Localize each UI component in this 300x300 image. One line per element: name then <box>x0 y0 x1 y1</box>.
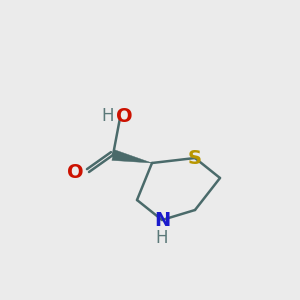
Text: S: S <box>188 148 202 167</box>
Text: O: O <box>116 106 132 125</box>
Text: H: H <box>102 107 114 125</box>
Text: H: H <box>156 229 168 247</box>
Polygon shape <box>112 150 152 163</box>
Text: O: O <box>67 163 83 182</box>
Text: N: N <box>154 211 170 230</box>
